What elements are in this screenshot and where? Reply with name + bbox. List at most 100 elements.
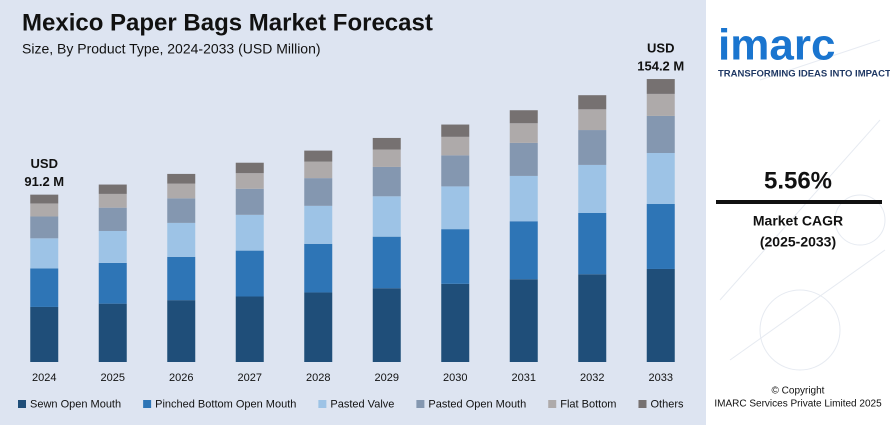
bar-segment <box>30 194 59 204</box>
x-tick-label: 2026 <box>169 372 193 384</box>
bar-segment <box>30 203 59 217</box>
bar-segment <box>235 214 264 251</box>
logo: imarc <box>718 21 835 70</box>
bar-segment <box>167 173 196 184</box>
bar-segment <box>167 198 196 223</box>
copyright: © Copyright <box>772 386 825 397</box>
legend-label: Pinched Bottom Open Mouth <box>155 398 296 410</box>
bar-segment <box>167 300 196 362</box>
bar-segment <box>646 204 675 269</box>
legend-swatch <box>318 400 327 408</box>
bar-segment <box>509 221 538 280</box>
legend-swatch <box>638 400 647 408</box>
bar-segment <box>304 150 333 162</box>
x-tick-label: 2033 <box>649 372 673 384</box>
bar-segment <box>441 155 470 187</box>
legend-swatch <box>548 400 557 408</box>
bar-segment <box>578 130 607 165</box>
bar-segment <box>167 222 196 257</box>
x-tick-label: 2029 <box>375 372 399 384</box>
bar-segment <box>30 216 59 239</box>
bar-segment <box>646 93 675 116</box>
bar-segment <box>98 207 127 231</box>
x-tick-label: 2032 <box>580 372 604 384</box>
bar-segment <box>235 162 264 174</box>
legend-label: Others <box>650 398 684 410</box>
bar-segment <box>167 256 196 301</box>
side-decoration <box>719 39 886 371</box>
bar-segment <box>372 137 401 150</box>
bar-segment <box>304 161 333 179</box>
x-tick-label: 2031 <box>512 372 536 384</box>
total-annotation: USD <box>647 40 674 55</box>
bar-segment <box>646 152 675 205</box>
bar-segment <box>304 292 333 362</box>
bar-segment <box>509 175 538 222</box>
bar-segment <box>441 124 470 137</box>
bar-segment <box>235 296 264 362</box>
bar-segment <box>167 183 196 199</box>
chart-title: Mexico Paper Bags Market Forecast <box>22 9 433 36</box>
bar-segment <box>646 268 675 362</box>
bar-segment <box>646 79 675 94</box>
cagr-period: (2025-2033) <box>760 234 836 250</box>
cagr-label: Market CAGR <box>753 213 843 229</box>
bar-segment <box>98 184 127 194</box>
bar-segment <box>98 303 127 362</box>
tagline: TRANSFORMING IDEAS INTO IMPACT <box>718 69 890 80</box>
x-tick-label: 2025 <box>101 372 125 384</box>
bar-segment <box>372 196 401 237</box>
side-background <box>706 0 890 425</box>
bar-segment <box>30 238 59 269</box>
chart-subtitle: Size, By Product Type, 2024-2033 (USD Mi… <box>22 41 321 57</box>
bar-segment <box>30 268 59 307</box>
x-tick-label: 2030 <box>443 372 467 384</box>
bar-segment <box>304 178 333 206</box>
total-annotation: 154.2 M <box>637 58 684 73</box>
bar-segment <box>646 115 675 153</box>
bar-segment <box>509 110 538 124</box>
bar-segment <box>98 193 127 208</box>
bar-segment <box>304 205 333 244</box>
x-tick-label: 2028 <box>306 372 330 384</box>
legend-label: Flat Bottom <box>560 398 616 410</box>
legend-swatch <box>18 400 26 408</box>
cagr-value: 5.56% <box>764 167 832 194</box>
bar-segment <box>235 173 264 189</box>
total-annotation: 91.2 M <box>24 174 64 189</box>
bar-segment <box>578 212 607 275</box>
bar-segment <box>578 274 607 362</box>
bar-segment <box>30 306 59 362</box>
bar-segment <box>578 164 607 213</box>
bar-segment <box>98 230 127 263</box>
bar-segment <box>578 109 607 131</box>
legend-swatch <box>416 400 425 408</box>
bar-segment <box>509 123 538 143</box>
bar-segment <box>509 142 538 176</box>
bar-segment <box>372 149 401 167</box>
legend-label: Pasted Valve <box>330 398 394 410</box>
bar-segment <box>441 229 470 284</box>
bar-segment <box>98 262 127 304</box>
bar-segment <box>372 236 401 289</box>
bar-segment <box>235 250 264 297</box>
bar-segment <box>372 288 401 362</box>
bar-segment <box>235 188 264 215</box>
company: IMARC Services Private Limited 2025 <box>714 399 882 410</box>
legend-label: Pasted Open Mouth <box>428 398 526 410</box>
legend-label: Sewn Open Mouth <box>30 398 121 410</box>
x-tick-label: 2027 <box>238 372 262 384</box>
bar-segment <box>441 283 470 362</box>
bar-segment <box>509 279 538 362</box>
total-annotation: USD <box>31 156 58 171</box>
bar-segment <box>441 136 470 156</box>
legend-swatch <box>143 400 152 408</box>
bar-segment <box>372 166 401 197</box>
cagr-rule <box>716 200 882 204</box>
bar-segment <box>304 243 333 293</box>
bar-segment <box>441 186 470 230</box>
bar-segment <box>578 95 607 110</box>
x-tick-label: 2024 <box>32 372 56 384</box>
